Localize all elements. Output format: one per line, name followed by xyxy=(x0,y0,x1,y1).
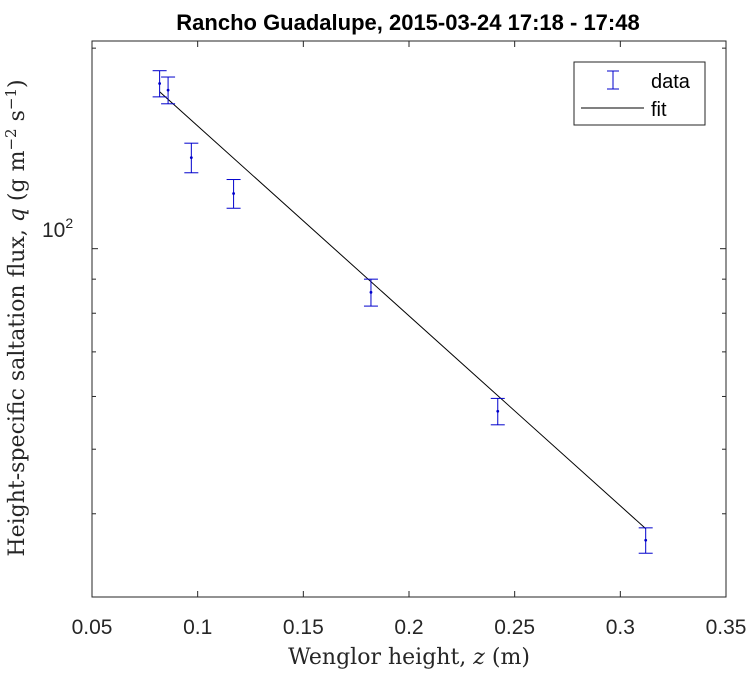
data-marker xyxy=(189,156,193,160)
legend-label-fit: fit xyxy=(651,99,667,121)
y-axis-label: Height-specific saltation flux, q (g m−2… xyxy=(2,79,30,556)
data-point-3 xyxy=(226,179,241,209)
data-marker xyxy=(158,82,162,85)
data-marker xyxy=(232,192,235,195)
data-point-1 xyxy=(161,76,176,105)
y-axis-label-var: q xyxy=(5,208,30,222)
svg-text:102: 102 xyxy=(42,215,73,242)
legend-box xyxy=(573,61,706,126)
x-tick-label-3: 0.2 xyxy=(394,616,423,639)
legend-data-marker xyxy=(607,70,619,90)
data-points-layer xyxy=(152,70,653,554)
x-axis-label-unit: (m) xyxy=(485,645,530,670)
x-tick-label-2: 0.15 xyxy=(283,616,324,639)
data-marker xyxy=(496,409,500,413)
y-axis-label-sup1: −2 xyxy=(2,128,20,150)
x-tick-label-5: 0.3 xyxy=(606,616,635,639)
data-point-5 xyxy=(490,397,505,426)
data-marker xyxy=(369,290,373,294)
y-major-tick-label: 102 xyxy=(42,215,73,242)
x-tick-labels: 0.05 0.1 0.15 0.2 0.25 0.3 0.35 xyxy=(72,616,747,639)
fit-line xyxy=(159,91,647,529)
data-point-4 xyxy=(363,278,378,307)
chart-title: Rancho Guadalupe, 2015-03-24 17:18 - 17:… xyxy=(176,10,639,35)
data-marker xyxy=(166,88,170,92)
y-tick-exponent: 2 xyxy=(65,215,73,231)
legend: data fit xyxy=(573,61,706,126)
x-axis-label-var: z xyxy=(472,645,485,670)
y-axis-label-text: Height-specific saltation flux, xyxy=(5,222,30,556)
data-marker xyxy=(644,538,648,542)
fit-line-layer xyxy=(159,91,647,529)
y-axis-label-unit-open: (g m xyxy=(5,150,30,208)
plot-background xyxy=(92,41,726,597)
legend-label-data: data xyxy=(651,71,691,93)
y-axis-label-unit-close: ) xyxy=(5,79,30,88)
data-point-0 xyxy=(152,70,167,98)
y-tick-base: 10 xyxy=(42,219,65,242)
y-axis-label-unit-mid: s xyxy=(5,110,30,128)
data-point-6 xyxy=(638,527,653,554)
data-point-2 xyxy=(184,142,199,174)
x-tick-label-6: 0.35 xyxy=(706,616,747,639)
x-axis-label: Wenglor height, z (m) xyxy=(288,645,530,670)
y-axis-label-sup2: −1 xyxy=(2,88,20,110)
x-tick-label-0: 0.05 xyxy=(72,616,113,639)
x-axis-label-text: Wenglor height, xyxy=(288,645,473,670)
x-tick-label-4: 0.25 xyxy=(494,616,535,639)
x-tick-label-1: 0.1 xyxy=(183,616,212,639)
axes-box xyxy=(91,40,727,598)
plot-area xyxy=(91,40,727,598)
